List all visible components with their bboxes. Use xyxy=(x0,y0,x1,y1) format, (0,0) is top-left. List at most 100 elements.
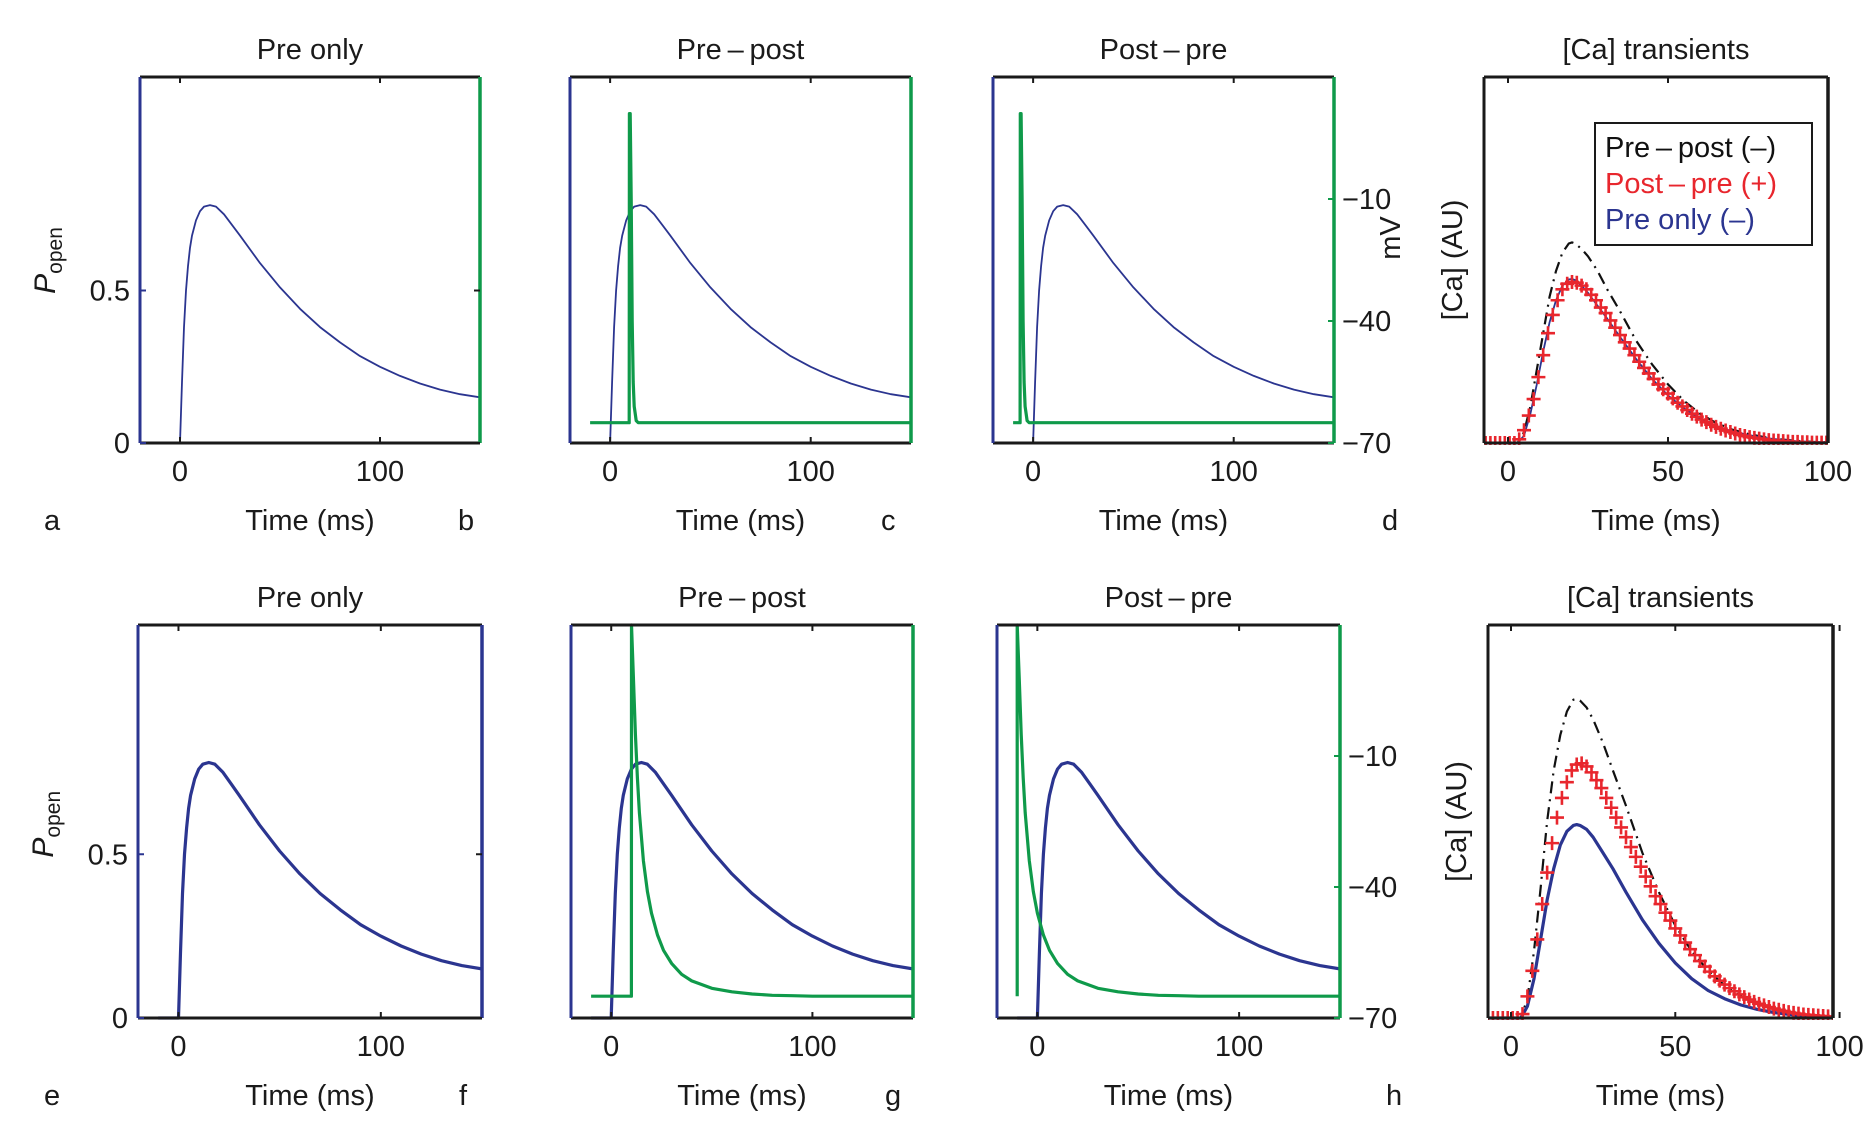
y-tick-label: 0.5 xyxy=(90,276,130,308)
x-tick-label: 100 xyxy=(1804,456,1852,488)
plus-marker xyxy=(1628,849,1643,864)
y-axis-label: Popen xyxy=(29,227,67,294)
series-p-open-line xyxy=(609,204,911,444)
panel-h: 0 50 100 [Ca] transients Time (ms) h [Ca] (AU) xyxy=(1386,582,1864,1112)
x-tick-label: 0 xyxy=(172,456,188,488)
x-tick-label: 50 xyxy=(1659,1031,1691,1063)
plus-marker xyxy=(1604,800,1619,815)
plus-marker xyxy=(1517,423,1531,438)
panel-letter: h xyxy=(1386,1080,1402,1112)
x-tick-label: 100 xyxy=(788,1031,836,1063)
plus-marker xyxy=(1540,865,1555,880)
plus-marker xyxy=(1520,989,1535,1004)
legend-box xyxy=(1594,122,1813,246)
plus-marker xyxy=(1599,790,1614,805)
plus-marker xyxy=(1554,790,1569,805)
x-axis-label: Time (ms) xyxy=(245,1080,374,1112)
right-y-axis-label: mV xyxy=(1375,216,1407,260)
plus-marker xyxy=(1559,775,1574,790)
panel-letter: c xyxy=(881,505,896,537)
plus-marker xyxy=(1668,921,1683,936)
series-p-open-line xyxy=(1017,760,1340,1020)
legend-entry: Pre only (–) xyxy=(1605,204,1755,236)
x-axis-label: Time (ms) xyxy=(1104,1080,1233,1112)
panel-letter: b xyxy=(458,505,474,537)
plus-marker xyxy=(1673,928,1688,943)
x-tick-label: 0 xyxy=(1500,456,1516,488)
panel-title: [Ca] transients xyxy=(1567,582,1754,614)
y-axis-label-main: P xyxy=(29,274,62,294)
x-axis-label: Time (ms) xyxy=(1591,505,1720,537)
series-group xyxy=(1015,623,1340,1020)
panel-title: Post – pre xyxy=(1105,582,1233,614)
plus-marker xyxy=(1531,370,1546,385)
series-p-open-line xyxy=(1032,204,1334,444)
x-tick-label: 0 xyxy=(1503,1031,1519,1063)
x-tick-label: 0 xyxy=(1029,1031,1045,1063)
y-axis-label-sub: open xyxy=(42,791,65,838)
x-tick-label: 100 xyxy=(1215,1031,1263,1063)
right-y-tick-label: −70 xyxy=(1348,1003,1397,1035)
series-pre-post-line xyxy=(1484,241,1828,445)
panel-g: 0 100 −10 −40 −70 Post – pre Time (ms) g xyxy=(885,582,1397,1112)
series-pre-only-line xyxy=(1484,278,1828,444)
y-axis-label: [Ca] (AU) xyxy=(1441,761,1473,882)
series-vm-line xyxy=(1013,112,1334,425)
series-p-open-line xyxy=(179,204,480,444)
series-vm-line xyxy=(1015,623,1340,998)
y-axis-label: [Ca] (AU) xyxy=(1437,200,1469,321)
series-vm-line xyxy=(590,112,911,425)
right-y-tick-label: −40 xyxy=(1348,872,1397,904)
panel-c: 0 100 −10 −40 −70 mV Post – pre Time (ms) c xyxy=(881,34,1407,537)
legend-entry: Pre – post (–) xyxy=(1605,132,1776,164)
x-tick-label: 100 xyxy=(1815,1031,1863,1063)
plus-marker xyxy=(1526,392,1541,407)
series-pre-post-line xyxy=(1488,697,1833,1020)
plus-marker xyxy=(1623,840,1638,855)
x-tick-label: 0 xyxy=(1025,456,1041,488)
legend-entry: Post – pre (+) xyxy=(1605,168,1777,200)
plus-marker xyxy=(1608,320,1623,335)
plus-marker xyxy=(1535,897,1550,912)
panel-f: 0 100 Pre – post Time (ms) f xyxy=(459,582,915,1112)
y-axis-label-sub: open xyxy=(44,227,67,274)
plus-marker xyxy=(1653,897,1668,912)
y-tick-label: 0 xyxy=(112,1003,128,1035)
plus-marker xyxy=(1521,408,1536,423)
series-post-pre-markers xyxy=(1484,274,1828,445)
panel-letter: d xyxy=(1382,505,1398,537)
y-tick-label: 0.5 xyxy=(88,839,128,871)
plus-marker xyxy=(1530,932,1545,947)
plus-marker xyxy=(1663,913,1678,928)
x-tick-label: 0 xyxy=(602,456,618,488)
series-group xyxy=(179,204,480,444)
x-tick-label: 0 xyxy=(603,1031,619,1063)
x-axis-label: Time (ms) xyxy=(677,1080,806,1112)
panel-title: Pre – post xyxy=(677,34,805,66)
plus-marker xyxy=(1619,830,1633,845)
panel-title: Pre only xyxy=(257,582,364,614)
x-tick-label: 100 xyxy=(1210,456,1258,488)
series-group xyxy=(1013,112,1334,444)
right-y-tick-label: −40 xyxy=(1342,306,1391,338)
plus-marker xyxy=(1589,773,1604,788)
y-axis-label: Popen xyxy=(27,791,65,858)
panel-a: 0 100 0 0.5 Pre only Time (ms) a Popen xyxy=(29,34,482,537)
x-axis-label: Time (ms) xyxy=(1596,1080,1725,1112)
panel-d: 0 50 100 [Ca] transients Time (ms) d [Ca] (AU)… xyxy=(1382,34,1852,537)
plus-marker xyxy=(1545,307,1560,322)
x-tick-label: 0 xyxy=(170,1031,186,1063)
plus-marker xyxy=(1545,836,1560,851)
plus-marker xyxy=(1594,781,1609,796)
panel-letter: a xyxy=(44,505,61,537)
x-tick-label: 100 xyxy=(357,1031,405,1063)
panel-title: Post – pre xyxy=(1100,34,1228,66)
plus-marker xyxy=(1603,313,1618,328)
right-y-tick-label: −70 xyxy=(1342,428,1391,460)
plus-marker xyxy=(1550,810,1564,825)
panel-title: Pre only xyxy=(257,34,364,66)
series-group xyxy=(158,760,482,1020)
y-axis-label-main: P xyxy=(27,838,60,858)
plus-marker xyxy=(1541,326,1555,341)
y-tick-label: 0 xyxy=(114,428,130,460)
